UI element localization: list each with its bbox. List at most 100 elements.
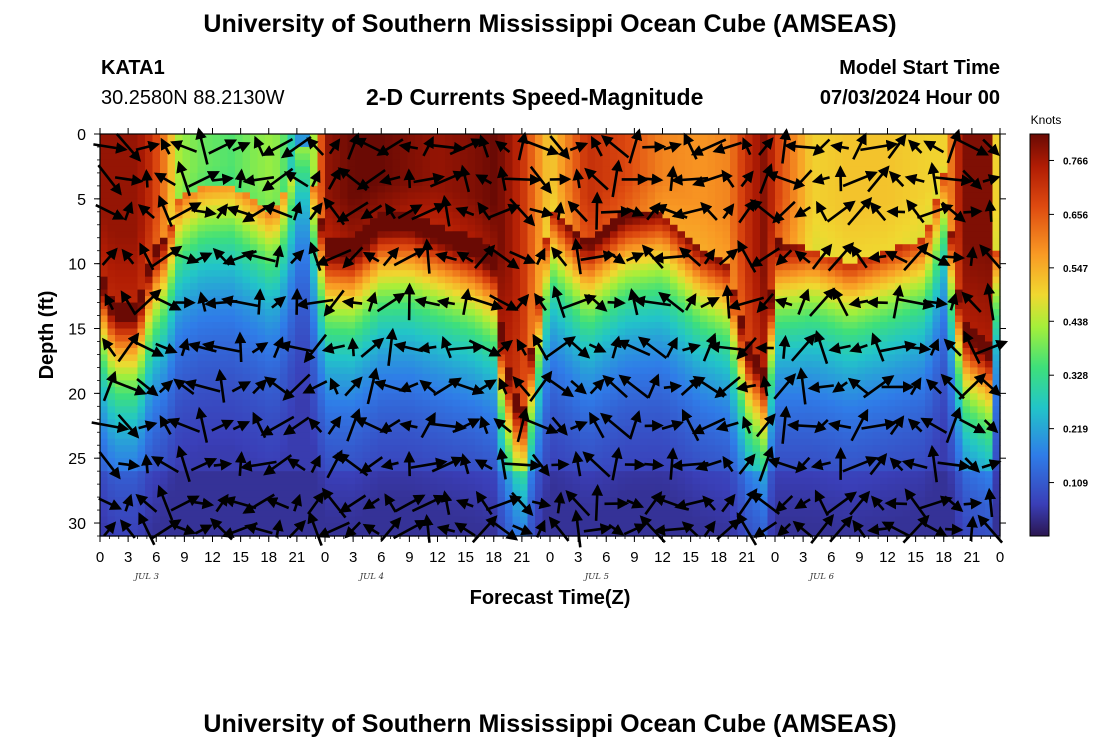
heatmap-cell <box>160 373 169 381</box>
heatmap-cell <box>212 270 221 278</box>
heatmap-cell <box>122 218 131 226</box>
heatmap-cell <box>580 529 589 537</box>
heatmap-cell <box>280 166 289 174</box>
heatmap-cell <box>640 289 649 297</box>
heatmap-cell <box>265 523 274 531</box>
heatmap-cell <box>340 315 349 323</box>
heatmap-cell <box>115 309 124 317</box>
heatmap-cell <box>407 224 416 232</box>
heatmap-cell <box>505 250 514 258</box>
heatmap-cell <box>377 354 386 362</box>
heatmap-cell <box>647 322 656 330</box>
heatmap-cell <box>100 510 109 518</box>
heatmap-cell <box>205 146 214 155</box>
heatmap-cell <box>370 464 379 472</box>
heatmap-cell <box>325 503 334 511</box>
heatmap-cell <box>115 159 124 168</box>
heatmap-cell <box>512 166 521 174</box>
heatmap-cell <box>167 172 176 180</box>
heatmap-cell <box>685 464 694 472</box>
heatmap-cell <box>317 237 326 245</box>
heatmap-cell <box>377 276 386 284</box>
heatmap-cell <box>595 263 604 271</box>
heatmap-cell <box>325 134 334 142</box>
heatmap-cell <box>100 218 109 226</box>
heatmap-cell <box>550 503 559 511</box>
heatmap-cell <box>122 484 131 492</box>
heatmap-cell <box>385 451 394 459</box>
heatmap-cell <box>175 263 184 271</box>
heatmap-cell <box>272 322 281 330</box>
heatmap-cell <box>302 490 311 498</box>
heatmap-cell <box>100 386 109 394</box>
heatmap-cell <box>632 237 641 245</box>
heatmap-cell <box>377 289 386 297</box>
heatmap-cell <box>670 367 679 375</box>
heatmap-cell <box>400 153 409 161</box>
heatmap-cell <box>295 224 304 232</box>
heatmap-cell <box>190 289 199 297</box>
heatmap-cell <box>467 484 476 492</box>
heatmap-cell <box>235 153 244 161</box>
heatmap-cell <box>512 412 521 420</box>
heatmap-cell <box>340 471 349 479</box>
heatmap-cell <box>437 263 446 271</box>
heatmap-cell <box>557 237 566 245</box>
heatmap-cell <box>670 322 679 330</box>
heatmap-cell <box>130 529 139 537</box>
heatmap-cell <box>647 185 656 193</box>
heatmap-cell <box>130 192 139 200</box>
heatmap-cell <box>152 523 161 531</box>
heatmap-cell <box>197 328 206 336</box>
heatmap-cell <box>692 185 701 193</box>
heatmap-cell <box>490 477 499 485</box>
heatmap-cell <box>647 257 656 265</box>
heatmap-cell <box>655 399 664 407</box>
heatmap-cell <box>625 328 634 336</box>
heatmap-cell <box>295 218 304 226</box>
heatmap-cell <box>227 406 236 414</box>
heatmap-cell <box>302 484 311 492</box>
heatmap-cell <box>415 322 424 330</box>
heatmap-cell <box>257 529 266 537</box>
heatmap-cell <box>235 250 244 258</box>
heatmap-cell <box>107 360 116 369</box>
heatmap-cell <box>520 198 529 206</box>
heatmap-cell <box>400 516 409 524</box>
heatmap-cell <box>227 153 236 161</box>
heatmap-cell <box>482 270 491 278</box>
heatmap-cell <box>347 185 356 193</box>
heatmap-cell <box>145 360 154 369</box>
heatmap-cell <box>355 276 364 284</box>
heatmap-cell <box>542 283 551 291</box>
heatmap-cell <box>107 393 116 401</box>
heatmap-cell <box>287 224 296 232</box>
heatmap-cell <box>647 166 656 174</box>
heatmap-cell <box>137 419 146 427</box>
heatmap-cell <box>527 322 536 330</box>
heatmap-cell <box>182 276 191 284</box>
heatmap-cell <box>595 354 604 362</box>
heatmap-cell <box>392 153 401 161</box>
heatmap-cell <box>617 231 626 239</box>
heatmap-cell <box>640 419 649 427</box>
heatmap-cell <box>692 451 701 459</box>
heatmap-cell <box>272 231 281 239</box>
heatmap-cell <box>205 419 214 427</box>
heatmap-cell <box>377 309 386 317</box>
heatmap-cell <box>355 360 364 369</box>
heatmap-cell <box>565 211 574 219</box>
heatmap-cell <box>692 257 701 265</box>
heatmap-cell <box>197 270 206 278</box>
heatmap-cell <box>190 153 199 161</box>
heatmap-cell <box>400 458 409 466</box>
heatmap-cell <box>325 185 334 193</box>
heatmap-cell <box>430 192 439 200</box>
heatmap-cell <box>355 172 364 180</box>
heatmap-cell <box>100 419 109 427</box>
heatmap-cell <box>302 516 311 524</box>
heatmap-cell <box>272 451 281 459</box>
heatmap-cell <box>572 211 581 219</box>
heatmap-cell <box>302 393 311 401</box>
heatmap-cell <box>452 503 461 511</box>
